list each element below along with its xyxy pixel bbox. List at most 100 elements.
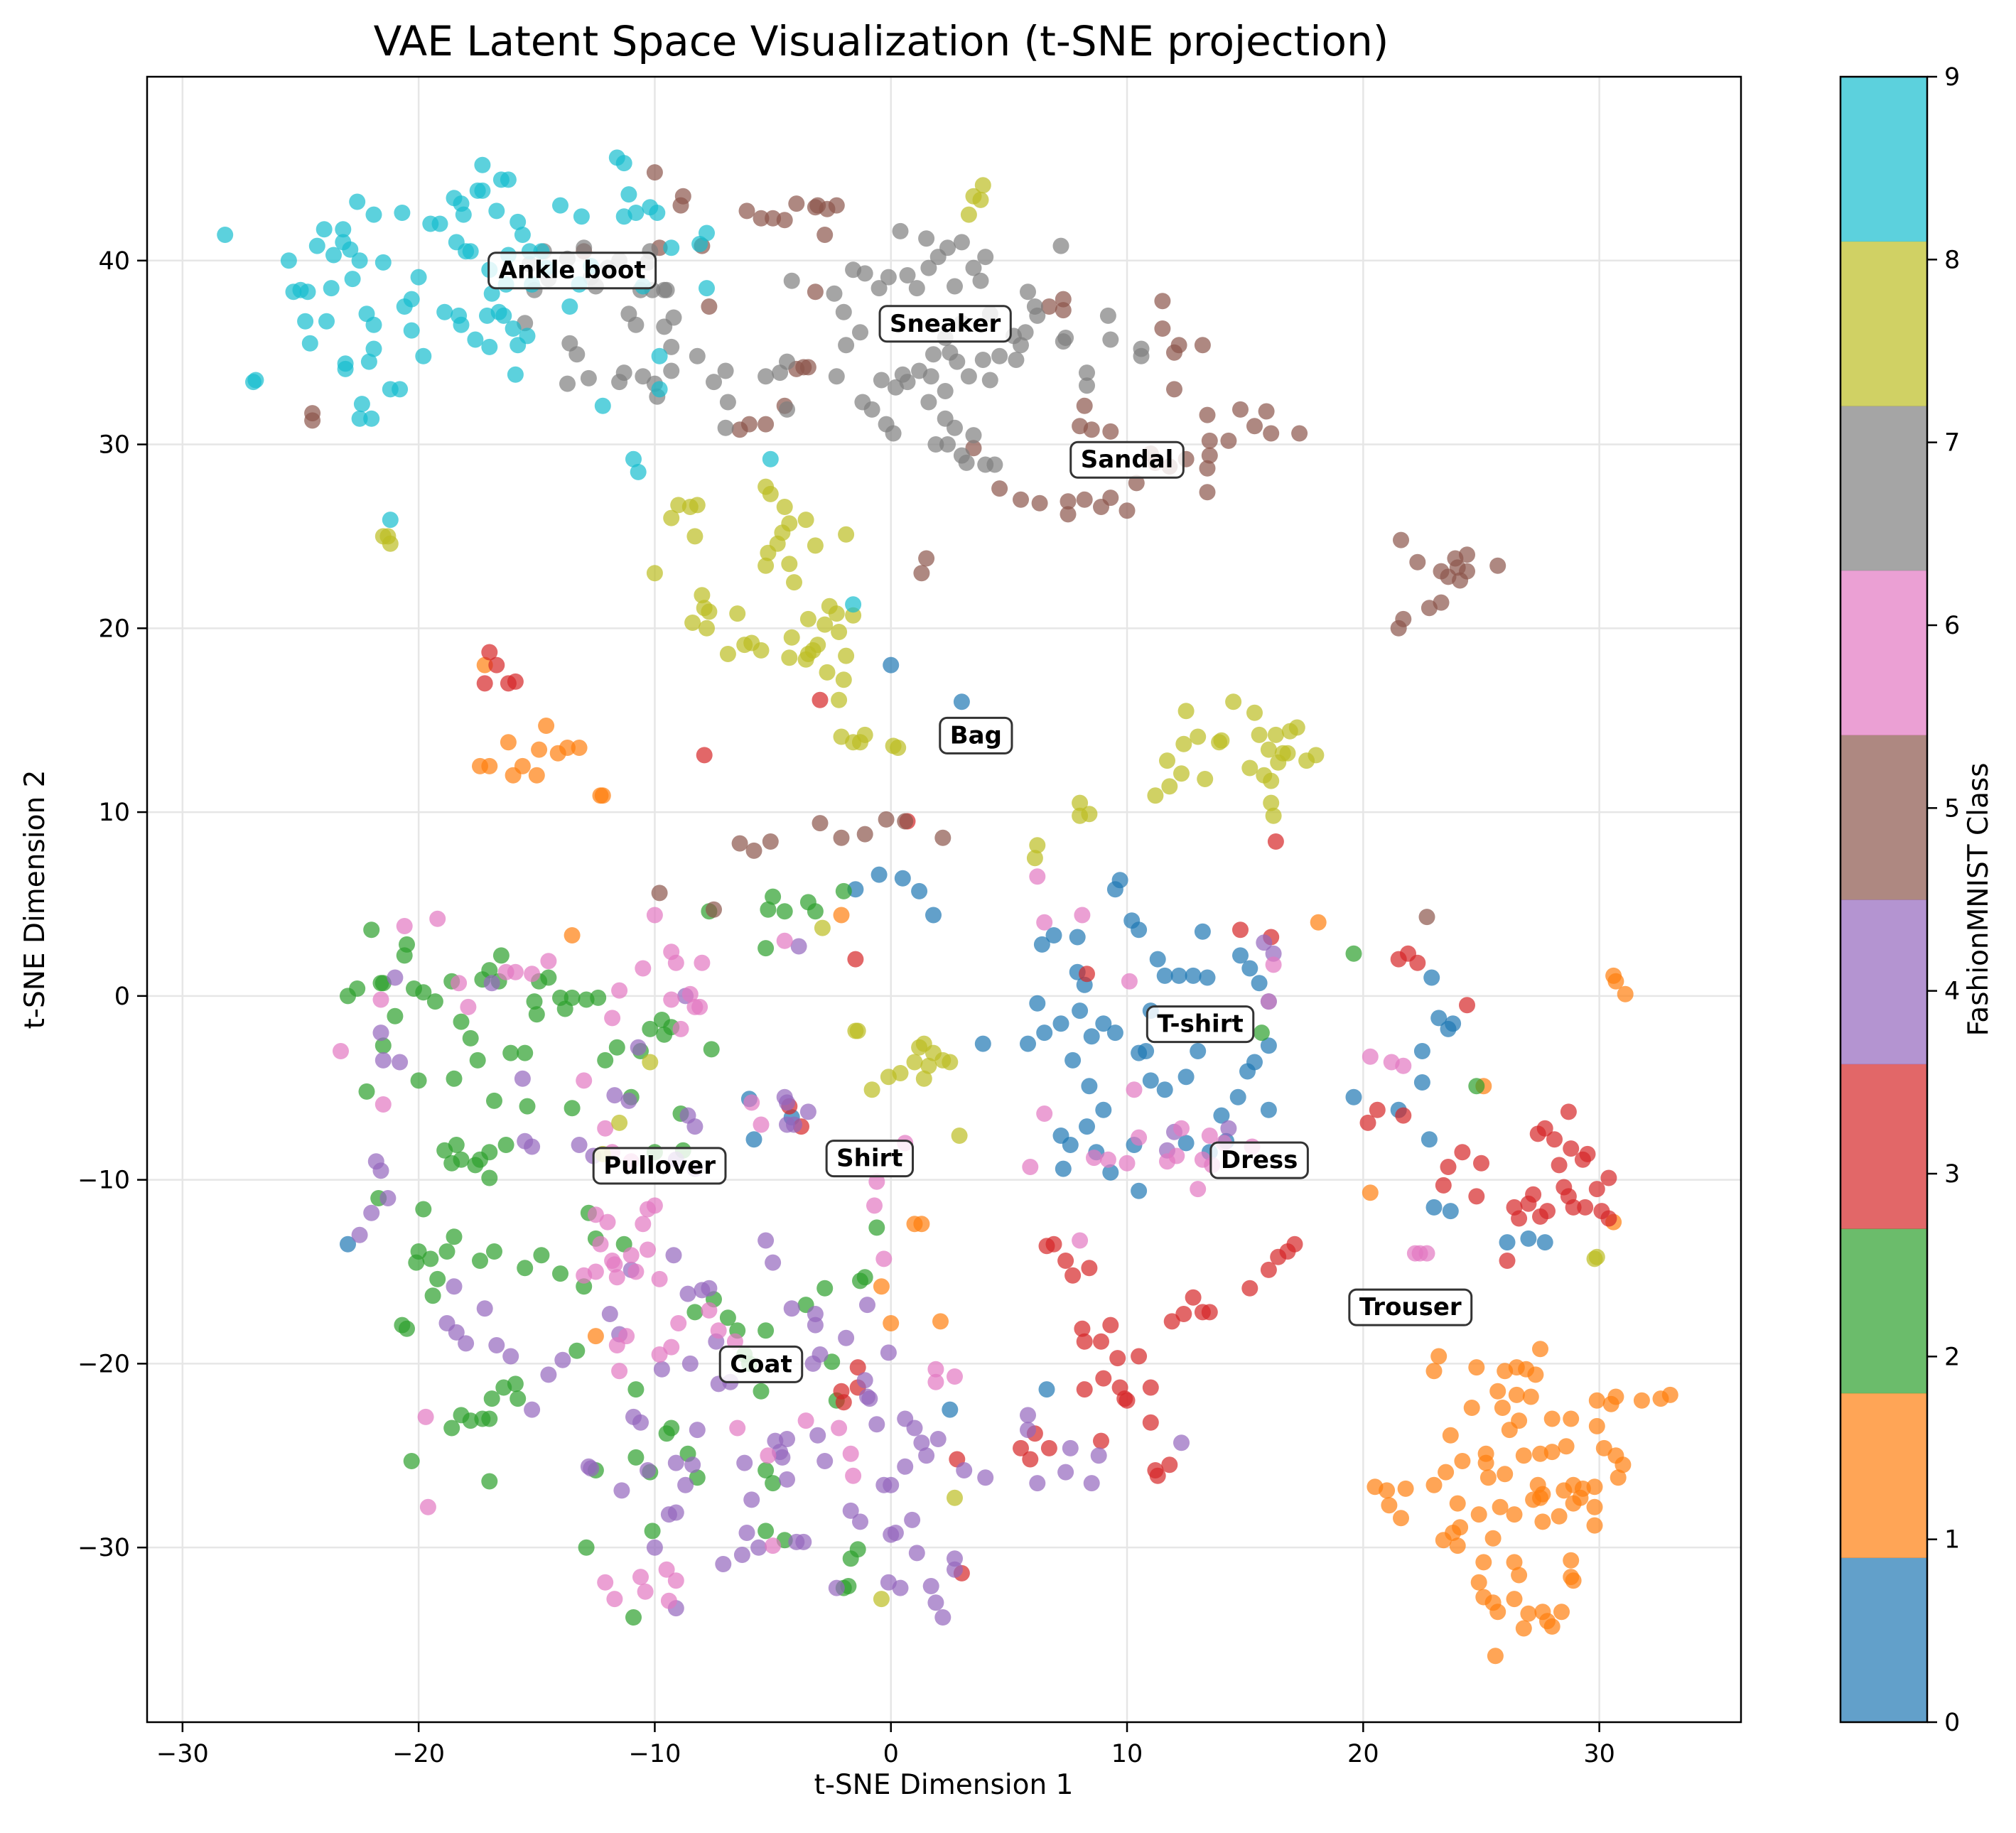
y-tick-label: 30: [98, 431, 130, 460]
scatter-point: [469, 1051, 486, 1069]
scatter-point: [1484, 1594, 1502, 1611]
scatter-point: [528, 767, 545, 784]
scatter-point: [927, 436, 944, 453]
colorbar-tick-label: 8: [1944, 246, 1960, 274]
scatter-point: [1170, 967, 1187, 984]
scatter-point: [1211, 734, 1228, 751]
scatter-point: [1033, 936, 1050, 953]
scatter-point: [517, 1044, 534, 1061]
scatter-point: [665, 309, 682, 326]
scatter-point: [922, 1578, 939, 1594]
scatter-point: [779, 1471, 795, 1488]
x-axis-ticks: −30 −20 −10 0 10 20 30: [156, 1722, 1615, 1768]
scatter-point: [758, 1523, 775, 1540]
scatter-point: [929, 1431, 947, 1447]
scatter-point: [408, 1254, 425, 1271]
scatter-point: [488, 202, 505, 220]
scatter-point: [762, 450, 779, 467]
scatter-point: [1565, 1495, 1582, 1512]
scatter-point: [363, 410, 380, 427]
scatter-point: [410, 1072, 427, 1089]
scatter-point: [540, 953, 557, 970]
scatter-point: [353, 396, 370, 413]
scatter-point: [684, 615, 701, 631]
scatter-point: [1060, 506, 1077, 523]
scatter-point: [474, 182, 491, 199]
scatter-point: [620, 186, 637, 203]
scatter-point: [1511, 1210, 1528, 1227]
scatter-point: [870, 866, 888, 883]
scatter-point: [947, 419, 963, 436]
scatter-point: [1199, 484, 1216, 501]
plot-frame: [146, 75, 1742, 1724]
scatter-point: [1413, 1043, 1430, 1059]
scatter-point: [646, 907, 663, 924]
scatter-point: [838, 337, 855, 354]
scatter-point: [1265, 956, 1282, 973]
scatter-point: [1494, 1400, 1511, 1416]
scatter-point: [564, 927, 581, 943]
scatter-point: [486, 1092, 502, 1109]
scatter-point: [1173, 1434, 1190, 1451]
scatter-point: [372, 1024, 389, 1042]
scatter-point: [1421, 1131, 1438, 1148]
scatter-point: [1099, 307, 1116, 324]
colorbar-tick-label: 3: [1944, 1160, 1960, 1189]
scatter-point: [920, 394, 937, 411]
scatter-point: [507, 673, 524, 690]
class-annotation: Sneaker: [878, 305, 1012, 343]
scatter-point: [517, 1260, 534, 1277]
scatter-point: [615, 364, 632, 382]
colorbar-tick-label: 7: [1944, 429, 1960, 458]
scatter-point: [977, 249, 994, 266]
chart-title: VAE Latent Space Visualization (t-SNE pr…: [374, 17, 1389, 65]
scatter-point: [611, 1363, 628, 1380]
scatter-point: [1551, 1508, 1568, 1525]
scatter-point: [1190, 1181, 1207, 1198]
scatter-point: [897, 1458, 914, 1475]
scatter-point: [1149, 1467, 1166, 1484]
scatter-point: [502, 1348, 519, 1365]
scatter-point: [1362, 1048, 1379, 1065]
scatter-point: [646, 1539, 663, 1556]
scatter-point: [1532, 1445, 1548, 1462]
scatter-point: [694, 954, 711, 971]
scatter-point: [835, 671, 852, 688]
y-tick-label: −10: [77, 1167, 130, 1195]
scatter-point: [1109, 1350, 1126, 1367]
scatter-point: [731, 835, 748, 852]
scatter-point: [753, 210, 770, 227]
scatter-point: [436, 1142, 453, 1159]
colorbar-segment: [1840, 1393, 1927, 1558]
scatter-point: [845, 596, 862, 613]
scatter-point: [363, 1204, 380, 1221]
scatter-point: [1534, 1513, 1551, 1530]
scatter-point: [1074, 907, 1091, 924]
scatter-point: [1090, 1447, 1107, 1464]
series-class-4: [351, 934, 1282, 1626]
scatter-point: [514, 227, 531, 243]
annotation-box: [1348, 1288, 1473, 1326]
scatter-point: [1079, 377, 1095, 394]
scatter-point: [1445, 1015, 1462, 1032]
annotation-label: Sneaker: [890, 310, 1001, 338]
scatter-point: [883, 1315, 900, 1331]
scatter-point: [554, 1351, 571, 1368]
colorbar-label: FashionMNIST Class: [1963, 762, 1995, 1036]
scatter-point: [670, 1315, 687, 1331]
scatter-point: [1161, 1456, 1178, 1474]
scatter-point: [540, 1366, 557, 1383]
scatter-point: [795, 1533, 812, 1550]
scatter-point: [1194, 923, 1211, 940]
scatter-point: [1022, 1451, 1039, 1468]
scatter-point: [816, 616, 834, 633]
scatter-point: [1194, 337, 1211, 354]
scatter-point: [1253, 1024, 1270, 1042]
scatter-point: [1395, 1107, 1412, 1124]
scatter-point: [1508, 1386, 1525, 1403]
scatter-point: [783, 1300, 800, 1317]
scatter-point: [429, 1270, 446, 1287]
scatter-point: [974, 352, 991, 368]
scatter-point: [1492, 1498, 1509, 1515]
scatter-point: [1163, 1313, 1180, 1330]
